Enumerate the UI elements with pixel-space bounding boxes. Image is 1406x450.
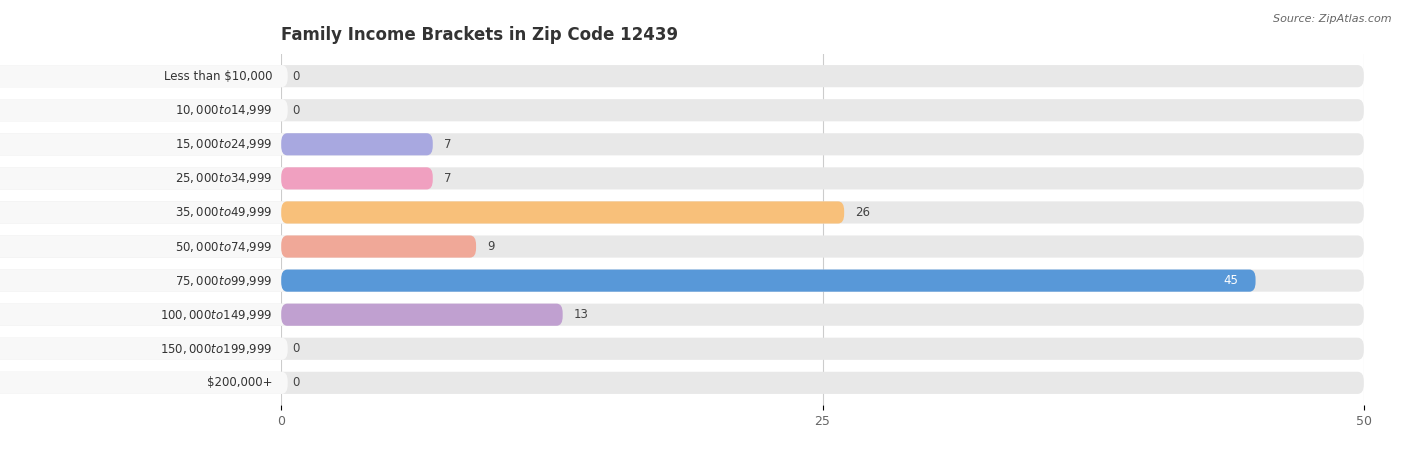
Text: Source: ZipAtlas.com: Source: ZipAtlas.com — [1274, 14, 1392, 23]
FancyBboxPatch shape — [0, 235, 288, 257]
FancyBboxPatch shape — [281, 133, 433, 155]
FancyBboxPatch shape — [281, 235, 477, 257]
FancyBboxPatch shape — [281, 167, 433, 189]
FancyBboxPatch shape — [0, 133, 1364, 155]
FancyBboxPatch shape — [0, 133, 288, 155]
Text: $100,000 to $149,999: $100,000 to $149,999 — [160, 308, 273, 322]
Text: 0: 0 — [292, 70, 299, 83]
FancyBboxPatch shape — [0, 338, 1364, 360]
FancyBboxPatch shape — [0, 99, 1364, 122]
Text: 0: 0 — [292, 342, 299, 355]
Text: Less than $10,000: Less than $10,000 — [165, 70, 273, 83]
Text: 9: 9 — [486, 240, 495, 253]
FancyBboxPatch shape — [281, 304, 562, 326]
FancyBboxPatch shape — [281, 270, 1256, 292]
Text: 7: 7 — [444, 172, 451, 185]
FancyBboxPatch shape — [0, 99, 288, 122]
FancyBboxPatch shape — [281, 202, 844, 224]
Text: $75,000 to $99,999: $75,000 to $99,999 — [176, 274, 273, 288]
FancyBboxPatch shape — [0, 167, 1364, 189]
Text: 45: 45 — [1223, 274, 1239, 287]
Text: $35,000 to $49,999: $35,000 to $49,999 — [176, 206, 273, 220]
Text: 0: 0 — [292, 376, 299, 389]
Text: $150,000 to $199,999: $150,000 to $199,999 — [160, 342, 273, 356]
Text: Family Income Brackets in Zip Code 12439: Family Income Brackets in Zip Code 12439 — [281, 26, 678, 44]
FancyBboxPatch shape — [0, 235, 1364, 257]
Text: $15,000 to $24,999: $15,000 to $24,999 — [176, 137, 273, 151]
FancyBboxPatch shape — [0, 202, 1364, 224]
FancyBboxPatch shape — [0, 65, 288, 87]
Text: 26: 26 — [855, 206, 870, 219]
Text: 0: 0 — [292, 104, 299, 117]
FancyBboxPatch shape — [0, 270, 288, 292]
FancyBboxPatch shape — [0, 202, 288, 224]
FancyBboxPatch shape — [0, 167, 288, 189]
Text: 7: 7 — [444, 138, 451, 151]
FancyBboxPatch shape — [0, 65, 1364, 87]
FancyBboxPatch shape — [0, 304, 288, 326]
Text: $200,000+: $200,000+ — [207, 376, 273, 389]
FancyBboxPatch shape — [0, 338, 288, 360]
Text: $25,000 to $34,999: $25,000 to $34,999 — [176, 171, 273, 185]
Text: $10,000 to $14,999: $10,000 to $14,999 — [176, 103, 273, 117]
Text: 13: 13 — [574, 308, 588, 321]
FancyBboxPatch shape — [0, 372, 1364, 394]
FancyBboxPatch shape — [0, 304, 1364, 326]
FancyBboxPatch shape — [0, 372, 288, 394]
FancyBboxPatch shape — [0, 270, 1364, 292]
Text: $50,000 to $74,999: $50,000 to $74,999 — [176, 239, 273, 253]
